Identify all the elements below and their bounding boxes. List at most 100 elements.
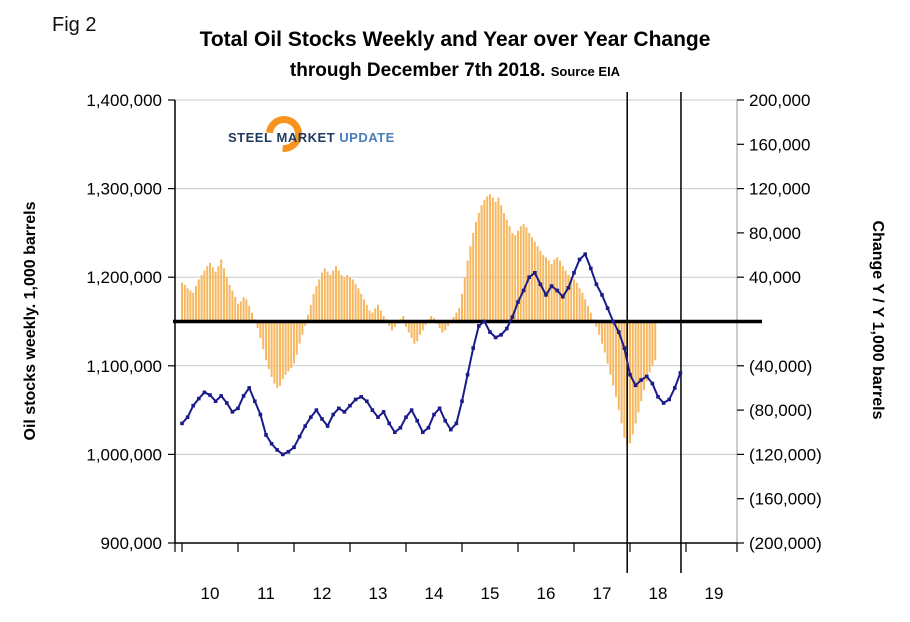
yoy-change-bar bbox=[623, 321, 626, 438]
oil-stocks-marker bbox=[342, 410, 347, 414]
oil-stocks-marker bbox=[577, 257, 582, 262]
yoy-change-bar bbox=[391, 321, 393, 331]
oil-stocks-marker bbox=[365, 399, 369, 404]
oil-stocks-marker bbox=[247, 386, 251, 390]
oil-stocks-marker bbox=[426, 426, 431, 430]
yoy-change-bar bbox=[279, 321, 281, 386]
yoy-change-bar bbox=[315, 286, 318, 322]
yoy-change-bar bbox=[197, 279, 200, 322]
oil-stocks-marker bbox=[370, 408, 375, 412]
yoy-change-bar bbox=[595, 321, 598, 328]
x-tick-label: 19 bbox=[705, 584, 724, 603]
yoy-change-bar bbox=[354, 283, 357, 322]
oil-stocks-marker bbox=[650, 381, 655, 386]
yoy-change-bar bbox=[382, 315, 385, 322]
source-label: Source EIA bbox=[550, 64, 621, 79]
yoy-change-bar bbox=[192, 292, 195, 322]
yoy-change-bar bbox=[402, 315, 405, 322]
oil-stocks-marker bbox=[628, 372, 632, 377]
yoy-change-bar bbox=[368, 310, 371, 322]
oil-stocks-marker bbox=[281, 452, 285, 457]
oil-stocks-marker bbox=[594, 282, 599, 287]
yoy-change-bar bbox=[489, 194, 491, 322]
yoy-change-bar bbox=[640, 321, 643, 402]
yoy-change-bar bbox=[578, 288, 581, 322]
yoy-change-bar bbox=[634, 321, 637, 424]
yoy-change-bar bbox=[200, 274, 203, 322]
oil-stocks-marker bbox=[269, 441, 274, 446]
logo-word-steel: STEEL bbox=[228, 130, 273, 145]
oil-stocks-marker bbox=[516, 300, 520, 304]
fig-label: Fig 2 bbox=[52, 14, 97, 36]
yoy-change-bar bbox=[606, 321, 609, 364]
oil-stocks-marker bbox=[292, 445, 296, 450]
x-tick-label: 10 bbox=[201, 584, 220, 603]
yoy-change-bar bbox=[265, 321, 267, 361]
yoy-change-bar bbox=[455, 312, 458, 322]
yoy-change-bar bbox=[494, 201, 497, 322]
yoy-change-bar bbox=[248, 305, 251, 322]
yoy-change-bar bbox=[346, 274, 349, 322]
yoy-change-bar bbox=[643, 321, 645, 391]
oil-stocks-marker bbox=[208, 393, 212, 397]
yoy-change-bar bbox=[183, 284, 186, 322]
yoy-change-bar bbox=[307, 314, 309, 322]
yoy-change-bar bbox=[505, 219, 508, 322]
yoy-change-bar bbox=[617, 321, 620, 411]
y-left-tick-label: 1,400,000 bbox=[86, 91, 162, 110]
oil-stocks-marker bbox=[443, 418, 447, 423]
oil-stocks-marker bbox=[297, 434, 302, 439]
oil-stocks-marker bbox=[236, 406, 240, 411]
yoy-change-bar bbox=[217, 266, 220, 322]
yoy-change-bar bbox=[251, 312, 253, 322]
yoy-change-bar bbox=[340, 274, 343, 322]
oil-stocks-marker bbox=[549, 284, 554, 288]
yoy-change-bar bbox=[564, 270, 567, 322]
yoy-change-bar bbox=[519, 226, 522, 322]
y-right-tick-label: 120,000 bbox=[749, 180, 810, 199]
oil-stocks-marker bbox=[404, 415, 408, 419]
yoy-change-bar bbox=[645, 321, 648, 382]
yoy-change-bar bbox=[598, 321, 601, 335]
yoy-change-bar bbox=[206, 266, 209, 322]
yoy-change-bar bbox=[377, 304, 379, 322]
yoy-change-bar bbox=[477, 212, 480, 322]
oil-stocks-marker bbox=[398, 426, 403, 430]
yoy-change-bar bbox=[388, 321, 391, 326]
yoy-change-bar bbox=[337, 270, 340, 322]
oil-stocks-marker bbox=[191, 403, 195, 408]
y-right-tick-label: (200,000) bbox=[749, 534, 822, 553]
yoy-change-bar bbox=[545, 257, 547, 322]
oil-stocks-marker bbox=[185, 415, 190, 419]
yoy-change-bar bbox=[223, 268, 225, 322]
oil-stocks-marker bbox=[477, 324, 481, 328]
yoy-change-bar bbox=[211, 267, 214, 322]
yoy-change-bar bbox=[491, 197, 494, 322]
yoy-change-bar bbox=[514, 235, 517, 322]
oil-stocks-marker bbox=[617, 330, 621, 334]
y-right-tick-label: 200,000 bbox=[749, 91, 810, 110]
logo-word-update: UPDATE bbox=[339, 130, 395, 145]
oil-stocks-marker bbox=[493, 335, 498, 340]
yoy-change-bar bbox=[371, 312, 374, 322]
yoy-change-bar bbox=[357, 288, 360, 322]
yoy-change-bar bbox=[239, 301, 242, 322]
oil-stocks-marker bbox=[656, 395, 660, 399]
oil-stocks-marker bbox=[645, 374, 649, 379]
yoy-change-bar bbox=[181, 282, 183, 322]
yoy-change-bar bbox=[581, 292, 584, 322]
yoy-change-bar bbox=[573, 279, 575, 322]
oil-stocks-marker bbox=[583, 252, 587, 256]
oil-stocks-marker bbox=[331, 412, 335, 417]
yoy-change-bar bbox=[525, 227, 528, 322]
yoy-change-bar bbox=[363, 299, 365, 322]
oil-stocks-marker bbox=[421, 430, 425, 435]
yoy-change-bar bbox=[421, 321, 424, 331]
oil-stocks-marker bbox=[667, 397, 671, 402]
yoy-change-bar bbox=[309, 304, 312, 322]
yoy-change-bar bbox=[480, 205, 483, 322]
oil-stocks-marker bbox=[633, 383, 638, 388]
yoy-change-bar bbox=[312, 293, 315, 322]
oil-stocks-marker bbox=[258, 412, 263, 417]
yoy-change-bar bbox=[318, 279, 321, 322]
